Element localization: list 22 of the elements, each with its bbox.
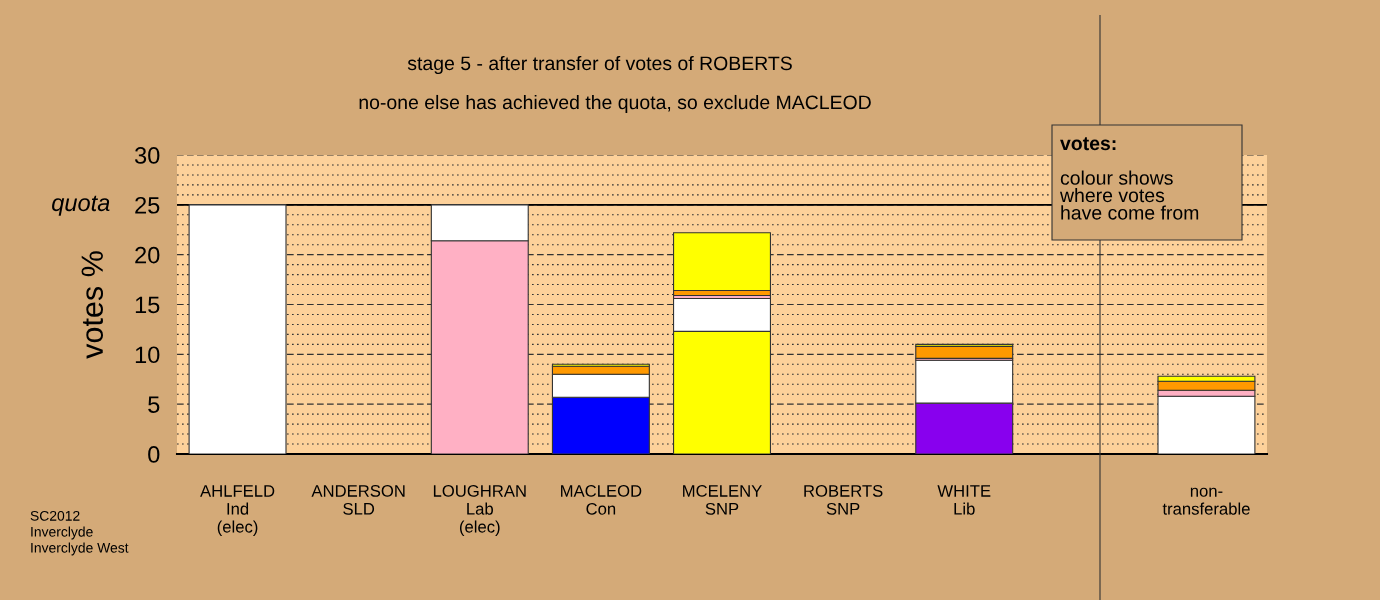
chart-title: stage 5 - after transfer of votes of ROBERTS [407, 55, 792, 75]
x-tick-label: MCELENY SNP [683, 485, 762, 515]
y-tick-label: 20 [135, 246, 160, 264]
x-tick-label: ROBERTS SNP [804, 485, 883, 515]
y-tick-label: 15 [135, 296, 160, 314]
y-tick-label: 10 [135, 346, 160, 364]
y-tick-label: 0 [148, 446, 160, 463]
x-tick-label: WHITE Lib [937, 485, 991, 515]
x-tick-label: MACLEOD Con [561, 485, 642, 515]
y-tick-label: 30 [134, 147, 160, 164]
annotation: colour shows where votes have come from [1059, 170, 1199, 220]
x-tick-label: AHLFELD Ind (elec) [200, 485, 275, 536]
y-axis-title: votes % [81, 251, 104, 359]
y-tick-label: 5 [148, 396, 160, 413]
x-tick-label: non- transferable [1162, 487, 1250, 515]
chart-subtitle: no-one else has achieved the quota, so exclude MACLEOD [359, 94, 871, 114]
text: votes: [1060, 137, 1116, 151]
ref-line-label: quota [52, 195, 110, 216]
x-tick-label: ANDERSON SLD [311, 485, 405, 515]
y-tick-label: 25 [135, 196, 160, 214]
text: SC2012 Inverclyde Inverclyde West [30, 510, 129, 556]
x-tick-label: LOUGHRAN Lab (elec) [433, 485, 526, 536]
